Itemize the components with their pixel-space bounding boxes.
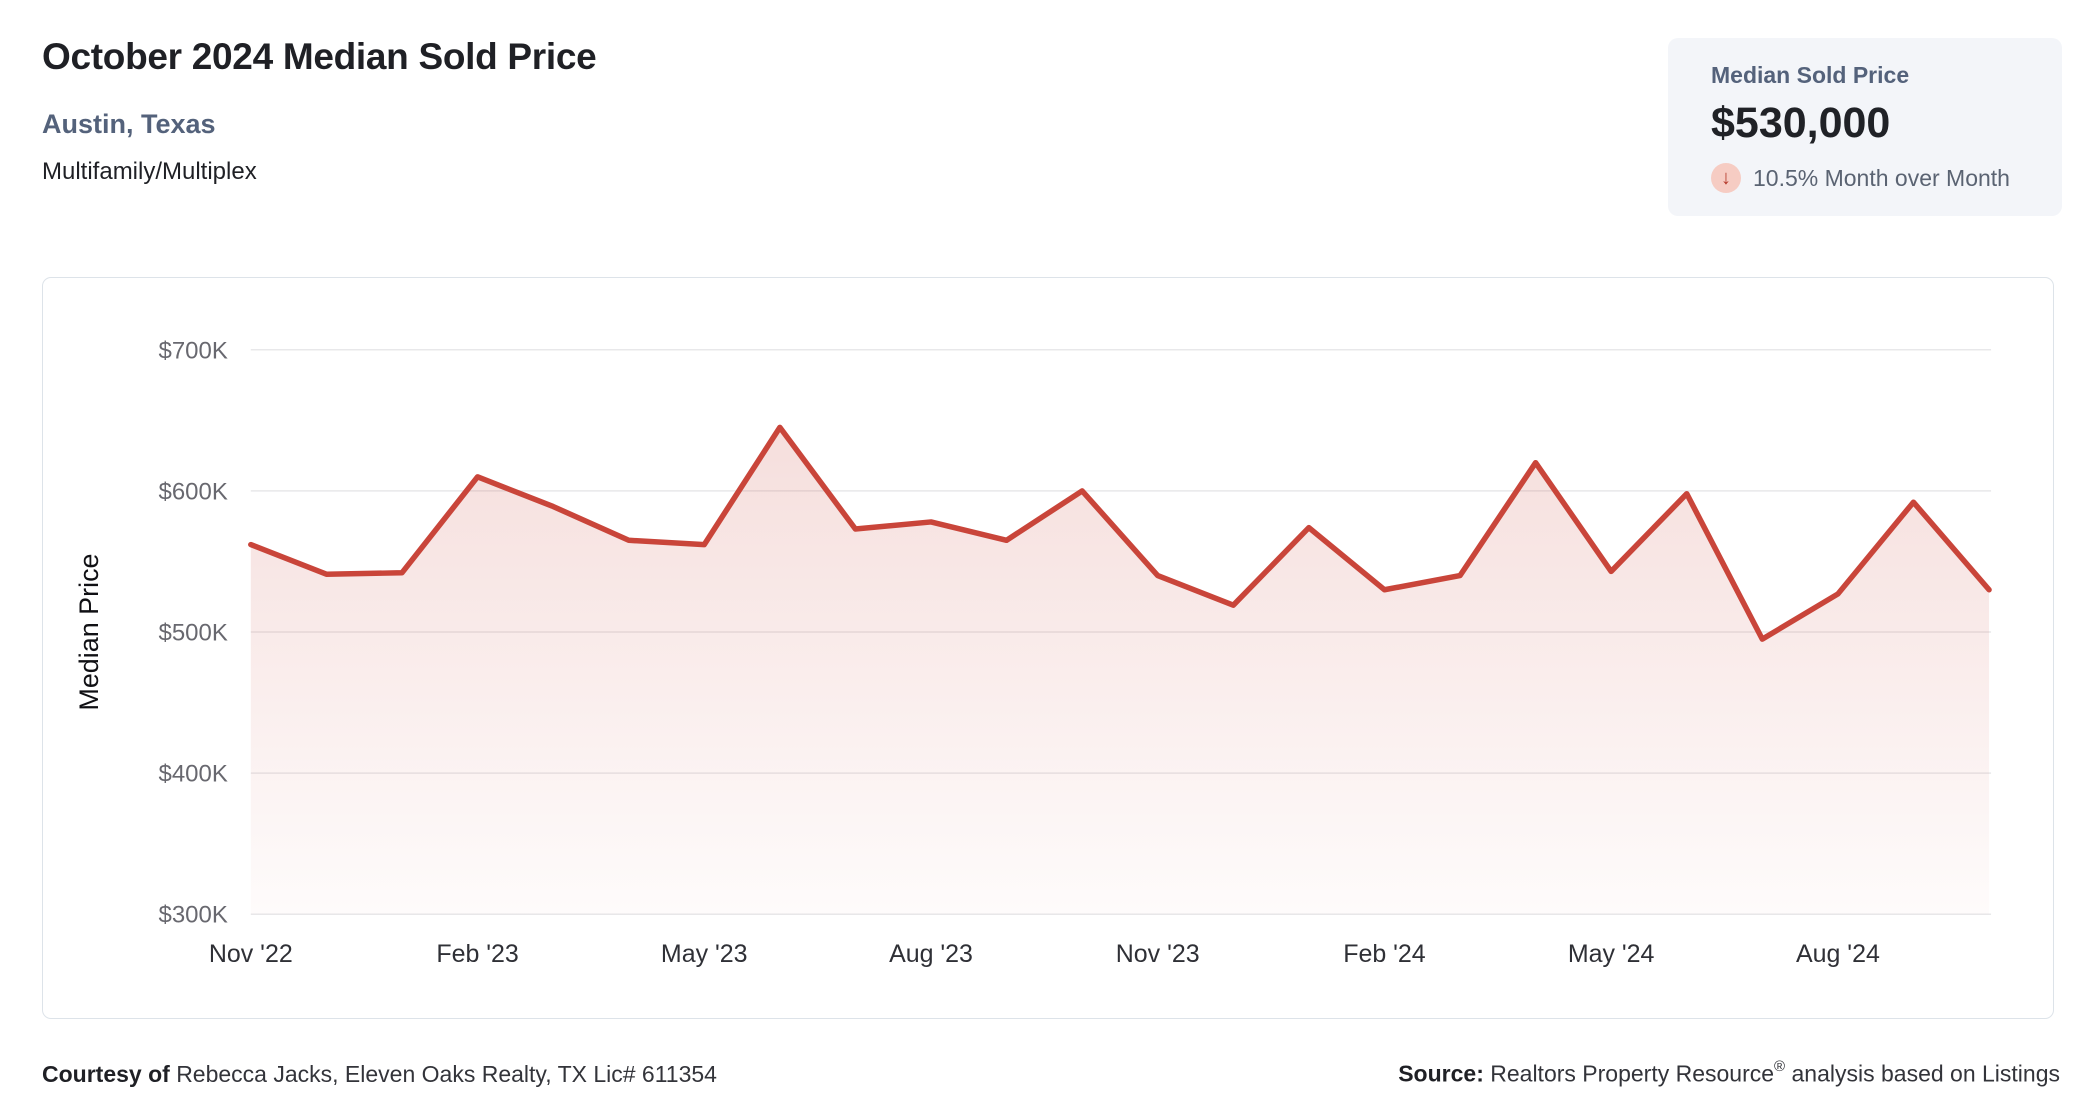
svg-text:Aug '24: Aug '24 <box>1796 940 1880 968</box>
page-title: October 2024 Median Sold Price <box>42 36 597 77</box>
svg-text:Aug '23: Aug '23 <box>889 940 973 968</box>
stat-card-change-row: ↓ 10.5% Month over Month <box>1711 163 2042 193</box>
source-label: Source: <box>1398 1060 1484 1087</box>
svg-text:Nov '23: Nov '23 <box>1116 940 1200 968</box>
registered-trademark-symbol: ® <box>1774 1058 1786 1075</box>
property-type-subtitle: Multifamily/Multiplex <box>42 158 257 185</box>
source-note: Source: Realtors Property Resource® anal… <box>1398 1058 2061 1088</box>
svg-text:Nov '22: Nov '22 <box>209 940 293 968</box>
median-price-area-chart: $300K $400K $500K $600K $700K Nov '22 Feb '23 M… <box>74 337 1992 968</box>
report-header: October 2024 Median Sold Price Austin, T… <box>0 0 2096 216</box>
location-subtitle: Austin, Texas <box>42 109 216 139</box>
courtesy-label: Courtesy of <box>42 1060 170 1087</box>
down-arrow-icon: ↓ <box>1711 163 1741 193</box>
title-block: October 2024 Median Sold Price Austin, T… <box>42 36 597 185</box>
svg-text:May '23: May '23 <box>661 940 748 968</box>
svg-text:Feb '24: Feb '24 <box>1343 940 1426 968</box>
median-sold-price-card: Median Sold Price $530,000 ↓ 10.5% Month… <box>1668 38 2062 216</box>
chart-card: $300K $400K $500K $600K $700K Nov '22 Feb '23 M… <box>42 277 2054 1019</box>
svg-text:$600K: $600K <box>159 478 228 505</box>
source-text-post: analysis based on Listings <box>1791 1060 2061 1087</box>
stat-card-change-text: 10.5% Month over Month <box>1753 164 2010 191</box>
courtesy-text: Rebecca Jacks, Eleven Oaks Realty, TX Li… <box>176 1060 717 1087</box>
report-footer: Courtesy of Rebecca Jacks, Eleven Oaks R… <box>42 1058 2061 1088</box>
svg-text:$700K: $700K <box>159 337 228 364</box>
svg-text:Median Price: Median Price <box>74 554 104 711</box>
svg-text:May '24: May '24 <box>1568 940 1655 968</box>
svg-text:$400K: $400K <box>159 761 228 788</box>
stat-card-value: $530,000 <box>1711 99 1891 147</box>
stat-card-label: Median Sold Price <box>1711 62 1910 88</box>
source-text-pre: Realtors Property Resource <box>1490 1060 1775 1087</box>
courtesy-note: Courtesy of Rebecca Jacks, Eleven Oaks R… <box>42 1061 717 1088</box>
svg-text:$300K: $300K <box>159 902 228 929</box>
svg-text:Feb '23: Feb '23 <box>436 940 518 968</box>
svg-text:$500K: $500K <box>159 620 228 647</box>
